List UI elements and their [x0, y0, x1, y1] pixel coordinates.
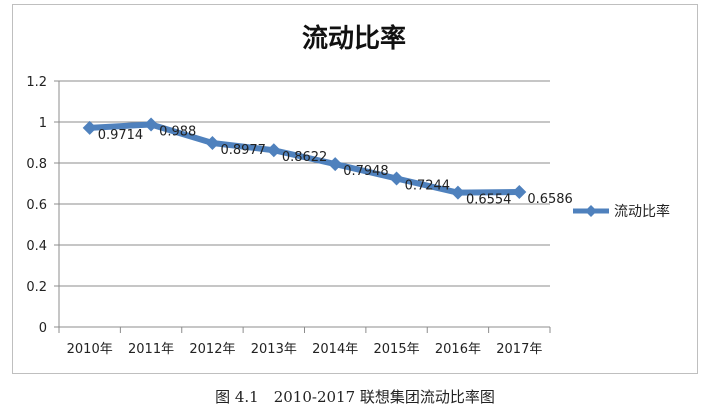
- data-label: 0.7948: [343, 164, 389, 179]
- data-label: 0.6586: [527, 192, 573, 207]
- legend-label: 流动比率: [614, 203, 670, 220]
- chart-title: 流动比率: [302, 23, 406, 54]
- gridlines: [59, 80, 550, 287]
- y-tick-label: 0.6: [26, 198, 47, 213]
- legend-swatch-marker: [585, 205, 597, 217]
- data-label: 0.7244: [405, 178, 451, 193]
- figure-caption: 图 4.1 2010-2017 联想集团流动比率图: [215, 388, 495, 406]
- series-line: [86, 121, 523, 196]
- data-label: 0.9714: [98, 128, 144, 143]
- axes: 0 0.2 0.4 0.6 0.8 1 1.2 2010年 2011年 2012年 2013年 201…: [26, 75, 551, 357]
- data-point-marker: [328, 157, 343, 172]
- x-tick-label: 2015年: [374, 342, 420, 357]
- data-point-marker: [266, 143, 281, 158]
- data-point-marker: [389, 171, 404, 186]
- y-tick-label: 0.4: [26, 239, 47, 254]
- y-tick-label: 0: [39, 321, 47, 336]
- data-labels: 0.9714 0.988 0.8977 0.8622 0.7948 0.7244 0.655…: [98, 124, 573, 207]
- data-point-marker: [512, 184, 527, 199]
- data-label: 0.6554: [466, 193, 512, 208]
- chart-frame: [12, 4, 698, 374]
- data-point-marker: [205, 135, 220, 150]
- x-tick-label: 2013年: [251, 342, 297, 357]
- data-point-marker: [82, 120, 97, 135]
- data-label: 0.8622: [282, 150, 328, 165]
- data-label: 0.8977: [220, 143, 266, 158]
- x-tick-label: 2017年: [496, 342, 542, 357]
- x-tick-label: 2012年: [189, 342, 235, 357]
- x-tick-label: 2014年: [312, 342, 358, 357]
- y-tick-label: 0.2: [26, 280, 47, 295]
- data-point-marker: [450, 185, 465, 200]
- y-tick-label: 1.2: [26, 75, 47, 90]
- y-tick-label: 0.8: [26, 157, 47, 172]
- data-label: 0.988: [159, 124, 196, 139]
- legend: 流动比率: [573, 203, 670, 220]
- data-point-marker: [144, 117, 159, 132]
- x-tick-label: 2016年: [435, 342, 481, 357]
- series-layer: [82, 117, 527, 200]
- x-tick-label: 2011年: [128, 342, 174, 357]
- x-tick-label: 2010年: [67, 342, 113, 357]
- y-tick-label: 1: [39, 116, 47, 131]
